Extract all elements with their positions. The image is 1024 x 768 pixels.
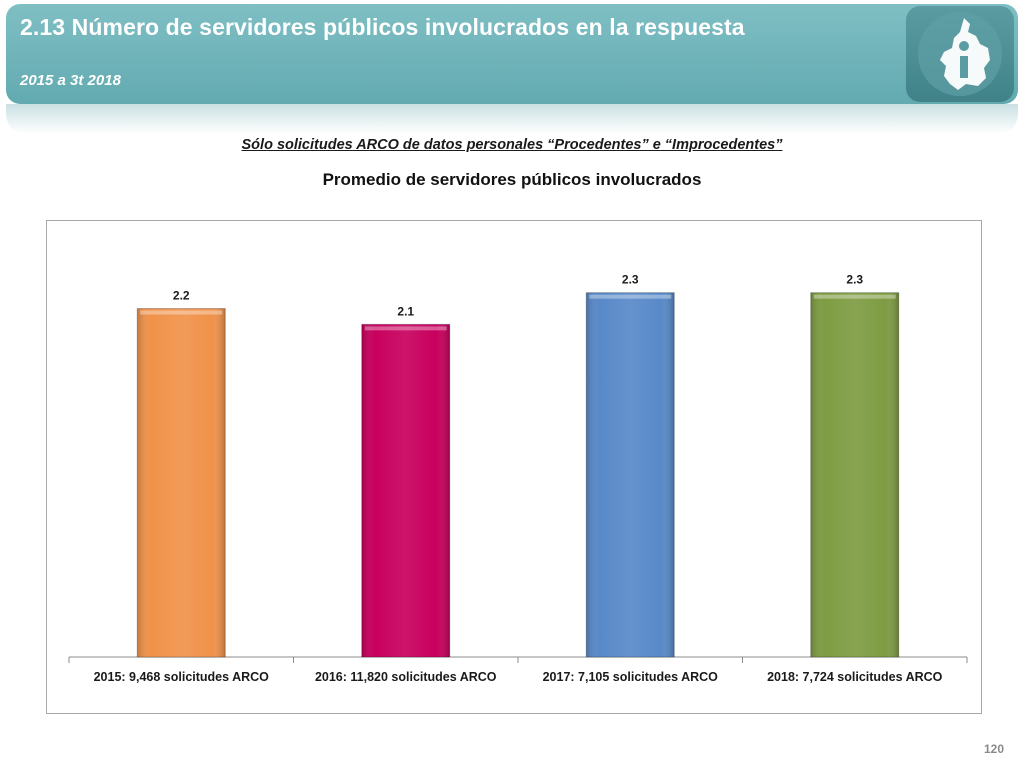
x-tick-label: 2017: 7,105 solicitudes ARCO — [543, 670, 719, 684]
bar-shading — [810, 292, 899, 657]
chart-frame: 2.2 2015: 9,468 solicitudes ARCO 2.1 2016: … — [46, 220, 982, 714]
header-band — [6, 4, 1018, 104]
data-label: 2.3 — [846, 273, 863, 287]
chart-title: Promedio de servidores públicos involucr… — [322, 170, 702, 189]
data-label: 2.3 — [622, 273, 639, 287]
data-label: 2.2 — [173, 289, 190, 303]
page-title: 2.13 Número de servidores públicos invol… — [20, 14, 745, 40]
data-label: 2.1 — [397, 304, 414, 318]
cdmx-map-info-icon — [918, 12, 1002, 96]
bar-highlight — [589, 294, 672, 299]
chart-caption: Sólo solicitudes ARCO de datos personale… — [241, 137, 783, 153]
page-subtitle: 2015 a 3t 2018 — [20, 72, 121, 89]
bar-highlight — [140, 310, 223, 315]
bar-shading — [137, 308, 226, 657]
bar-shading — [586, 292, 675, 657]
x-tick-label: 2015: 9,468 solicitudes ARCO — [94, 670, 270, 684]
logo — [906, 6, 1014, 102]
bar-highlight — [364, 326, 447, 331]
page-number: 120 — [983, 742, 1004, 756]
x-tick-label: 2016: 11,820 solicitudes ARCO — [315, 670, 497, 684]
bar-highlight — [813, 294, 896, 299]
header-shadow — [6, 104, 1018, 134]
bar-chart: 2.2 2015: 9,468 solicitudes ARCO 2.1 2016: … — [68, 273, 968, 684]
bar-shading — [361, 324, 450, 657]
x-tick-label: 2018: 7,724 solicitudes ARCO — [767, 670, 943, 684]
